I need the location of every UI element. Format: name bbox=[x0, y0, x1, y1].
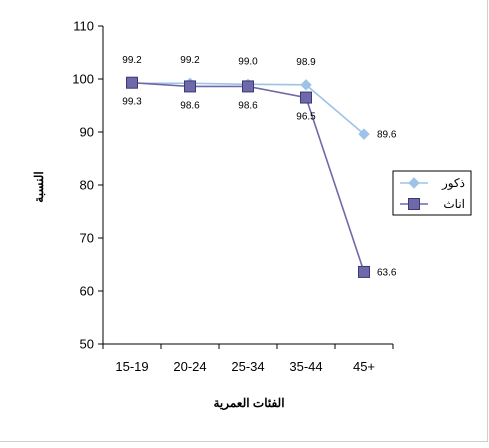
data-point bbox=[358, 265, 370, 278]
y-tick-label: 110 bbox=[73, 19, 94, 34]
x-tick-label: 35-44 bbox=[289, 359, 322, 374]
x-tick-label: 20-24 bbox=[173, 359, 206, 374]
y-tick-label: 60 bbox=[80, 284, 94, 299]
data-label: 98.6 bbox=[180, 100, 200, 111]
data-label: 98.6 bbox=[238, 100, 258, 111]
legend: ذكور اناث bbox=[392, 170, 472, 216]
y-tick-label: 100 bbox=[72, 72, 94, 87]
y-axis-title: النسبة bbox=[32, 171, 46, 202]
data-label: 98.9 bbox=[296, 57, 316, 68]
data-label: 99.0 bbox=[238, 56, 258, 67]
data-point bbox=[358, 128, 370, 140]
data-point bbox=[242, 80, 254, 93]
y-tick-label: 90 bbox=[80, 125, 94, 140]
y-tick-labels: 50 60 70 80 90 100 110 bbox=[72, 19, 103, 352]
data-label: 96.5 bbox=[296, 112, 316, 123]
y-tick-label: 50 bbox=[80, 337, 94, 352]
y-tick-label: 80 bbox=[80, 178, 94, 193]
legend-entry: اناث bbox=[400, 197, 465, 211]
x-tick-labels: 15-19 20-24 25-34 35-44 45+ bbox=[102, 344, 394, 374]
legend-entry: ذكور bbox=[400, 176, 465, 190]
legend-swatch-marker bbox=[408, 177, 420, 189]
data-labels: 99.2 99.2 99.0 98.9 89.6 99.3 98.6 98.6 96.5 63.6 bbox=[122, 55, 397, 278]
data-point bbox=[126, 76, 138, 89]
data-point bbox=[300, 91, 312, 104]
data-point bbox=[184, 80, 196, 93]
data-label: 63.6 bbox=[377, 267, 397, 278]
data-label: 99.2 bbox=[180, 55, 200, 66]
series-layer bbox=[126, 76, 370, 278]
axes bbox=[102, 26, 393, 345]
legend-swatch-marker bbox=[408, 198, 420, 210]
data-label: 89.6 bbox=[377, 130, 397, 141]
series-2 bbox=[126, 76, 370, 278]
data-point bbox=[300, 79, 312, 91]
x-axis-title: الفئات العمرية bbox=[213, 396, 284, 411]
legend-label: ذكور bbox=[441, 176, 465, 190]
x-tick-label: 15-19 bbox=[115, 359, 148, 374]
y-tick-label: 70 bbox=[80, 231, 94, 246]
data-label: 99.2 bbox=[122, 55, 142, 66]
legend-label: اناث bbox=[443, 197, 465, 211]
data-label: 99.3 bbox=[122, 97, 142, 108]
x-tick-label: 45+ bbox=[353, 359, 375, 374]
legend-box bbox=[392, 170, 472, 216]
x-tick-label: 25-34 bbox=[231, 359, 264, 374]
